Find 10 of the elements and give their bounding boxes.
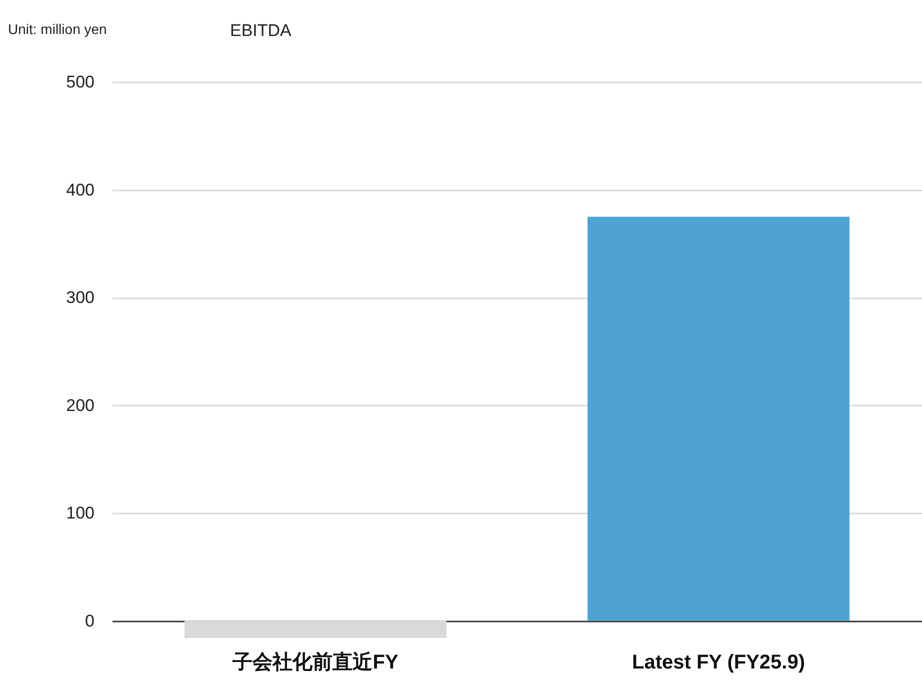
chart-title: EBITDA (230, 21, 292, 40)
y-tick-label: 400 (66, 180, 94, 200)
y-tick-label: 300 (66, 288, 94, 308)
x-tick-label: Latest FY (FY25.9) (632, 652, 806, 674)
y-tick-label: 500 (66, 72, 94, 92)
x-tick-label: 子会社化前直近FY (232, 650, 399, 674)
y-tick-label: 200 (66, 396, 94, 415)
text: Unit: million yen (8, 21, 107, 37)
y-tick-label: 100 (66, 504, 94, 523)
y-tick-label: 0 (85, 611, 94, 630)
